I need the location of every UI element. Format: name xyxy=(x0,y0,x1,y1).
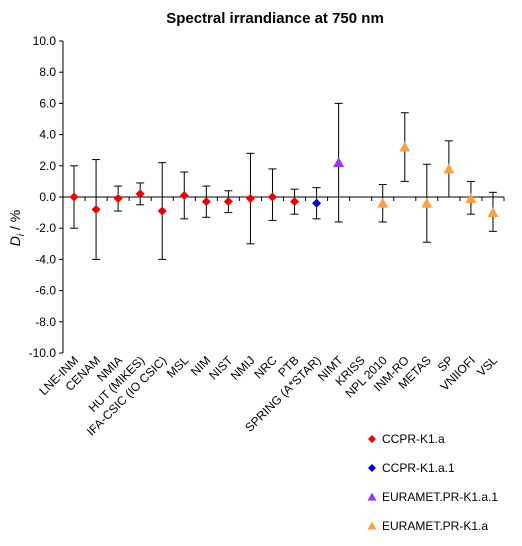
data-point-triangle xyxy=(487,207,499,217)
y-tick-label: 2.0 xyxy=(39,159,56,173)
chart-title: Spectral irrandiance at 750 nm xyxy=(166,10,384,27)
data-point-triangle xyxy=(333,157,345,168)
data-point-triangle xyxy=(465,193,477,203)
data-point-diamond xyxy=(91,204,101,214)
y-axis-label-main: D xyxy=(7,236,23,246)
x-category-label: NRC xyxy=(251,353,280,382)
legend-marker-triangle xyxy=(367,492,377,501)
data-point-diamond xyxy=(201,197,211,207)
y-tick-label: -8.0 xyxy=(35,315,56,329)
legend-marker-diamond xyxy=(368,435,376,443)
legend-label: CCPR-K1.a xyxy=(382,432,445,446)
axes xyxy=(62,41,505,353)
legend-label: CCPR-K1.a.1 xyxy=(382,461,455,475)
data-point-triangle xyxy=(443,163,455,174)
x-category-label: NMIJ xyxy=(228,353,258,383)
y-tick-label: -4.0 xyxy=(35,252,56,266)
data-point-diamond xyxy=(223,197,233,207)
y-tick-label: 8.0 xyxy=(39,65,56,79)
y-tick-label: -2.0 xyxy=(35,221,56,235)
y-tick-label: 6.0 xyxy=(39,96,56,110)
data-point-diamond xyxy=(245,194,255,204)
data-point-triangle xyxy=(399,141,411,152)
y-axis-label-sub: i xyxy=(16,233,27,236)
data-point-triangle xyxy=(421,197,433,208)
data-point-diamond xyxy=(267,192,277,202)
error-bars xyxy=(70,102,497,260)
data-point-triangle xyxy=(377,197,389,208)
y-tick-label: 10.0 xyxy=(33,34,57,48)
data-point-diamond xyxy=(135,189,145,199)
svg-text:Di / %: Di / % xyxy=(7,210,27,246)
legend-marker-triangle xyxy=(367,521,377,530)
x-category-label: MSL xyxy=(164,353,192,381)
y-tick-label: -10.0 xyxy=(29,346,57,360)
y-tick-label: 4.0 xyxy=(39,128,56,142)
y-axis-label-rest: / % xyxy=(7,210,23,234)
legend-label: EURAMET.PR-K1.a.1 xyxy=(382,490,498,504)
data-point-diamond xyxy=(179,190,189,200)
y-tick-label: -6.0 xyxy=(35,284,56,298)
data-point-diamond xyxy=(290,197,300,207)
legend: CCPR-K1.a CCPR-K1.a.1 EURAMET.PR-K1.a.1 EUR… xyxy=(367,432,498,533)
legend-marker-diamond xyxy=(368,464,376,472)
data-markers xyxy=(69,141,499,217)
y-tick-label: 0.0 xyxy=(39,190,56,204)
data-point-diamond xyxy=(69,192,79,202)
legend-label: EURAMET.PR-K1.a xyxy=(382,519,488,533)
data-point-diamond xyxy=(157,206,167,216)
data-point-diamond xyxy=(113,194,123,204)
y-axis-label: Di / % xyxy=(7,210,27,246)
x-category-label: VSL xyxy=(474,353,500,379)
y-ticks: 10.0 8.0 6.0 4.0 2.0 0.0 -2.0 -4.0 -6.0 -8.0 -10.0 xyxy=(29,34,63,360)
data-point-diamond xyxy=(312,198,322,208)
